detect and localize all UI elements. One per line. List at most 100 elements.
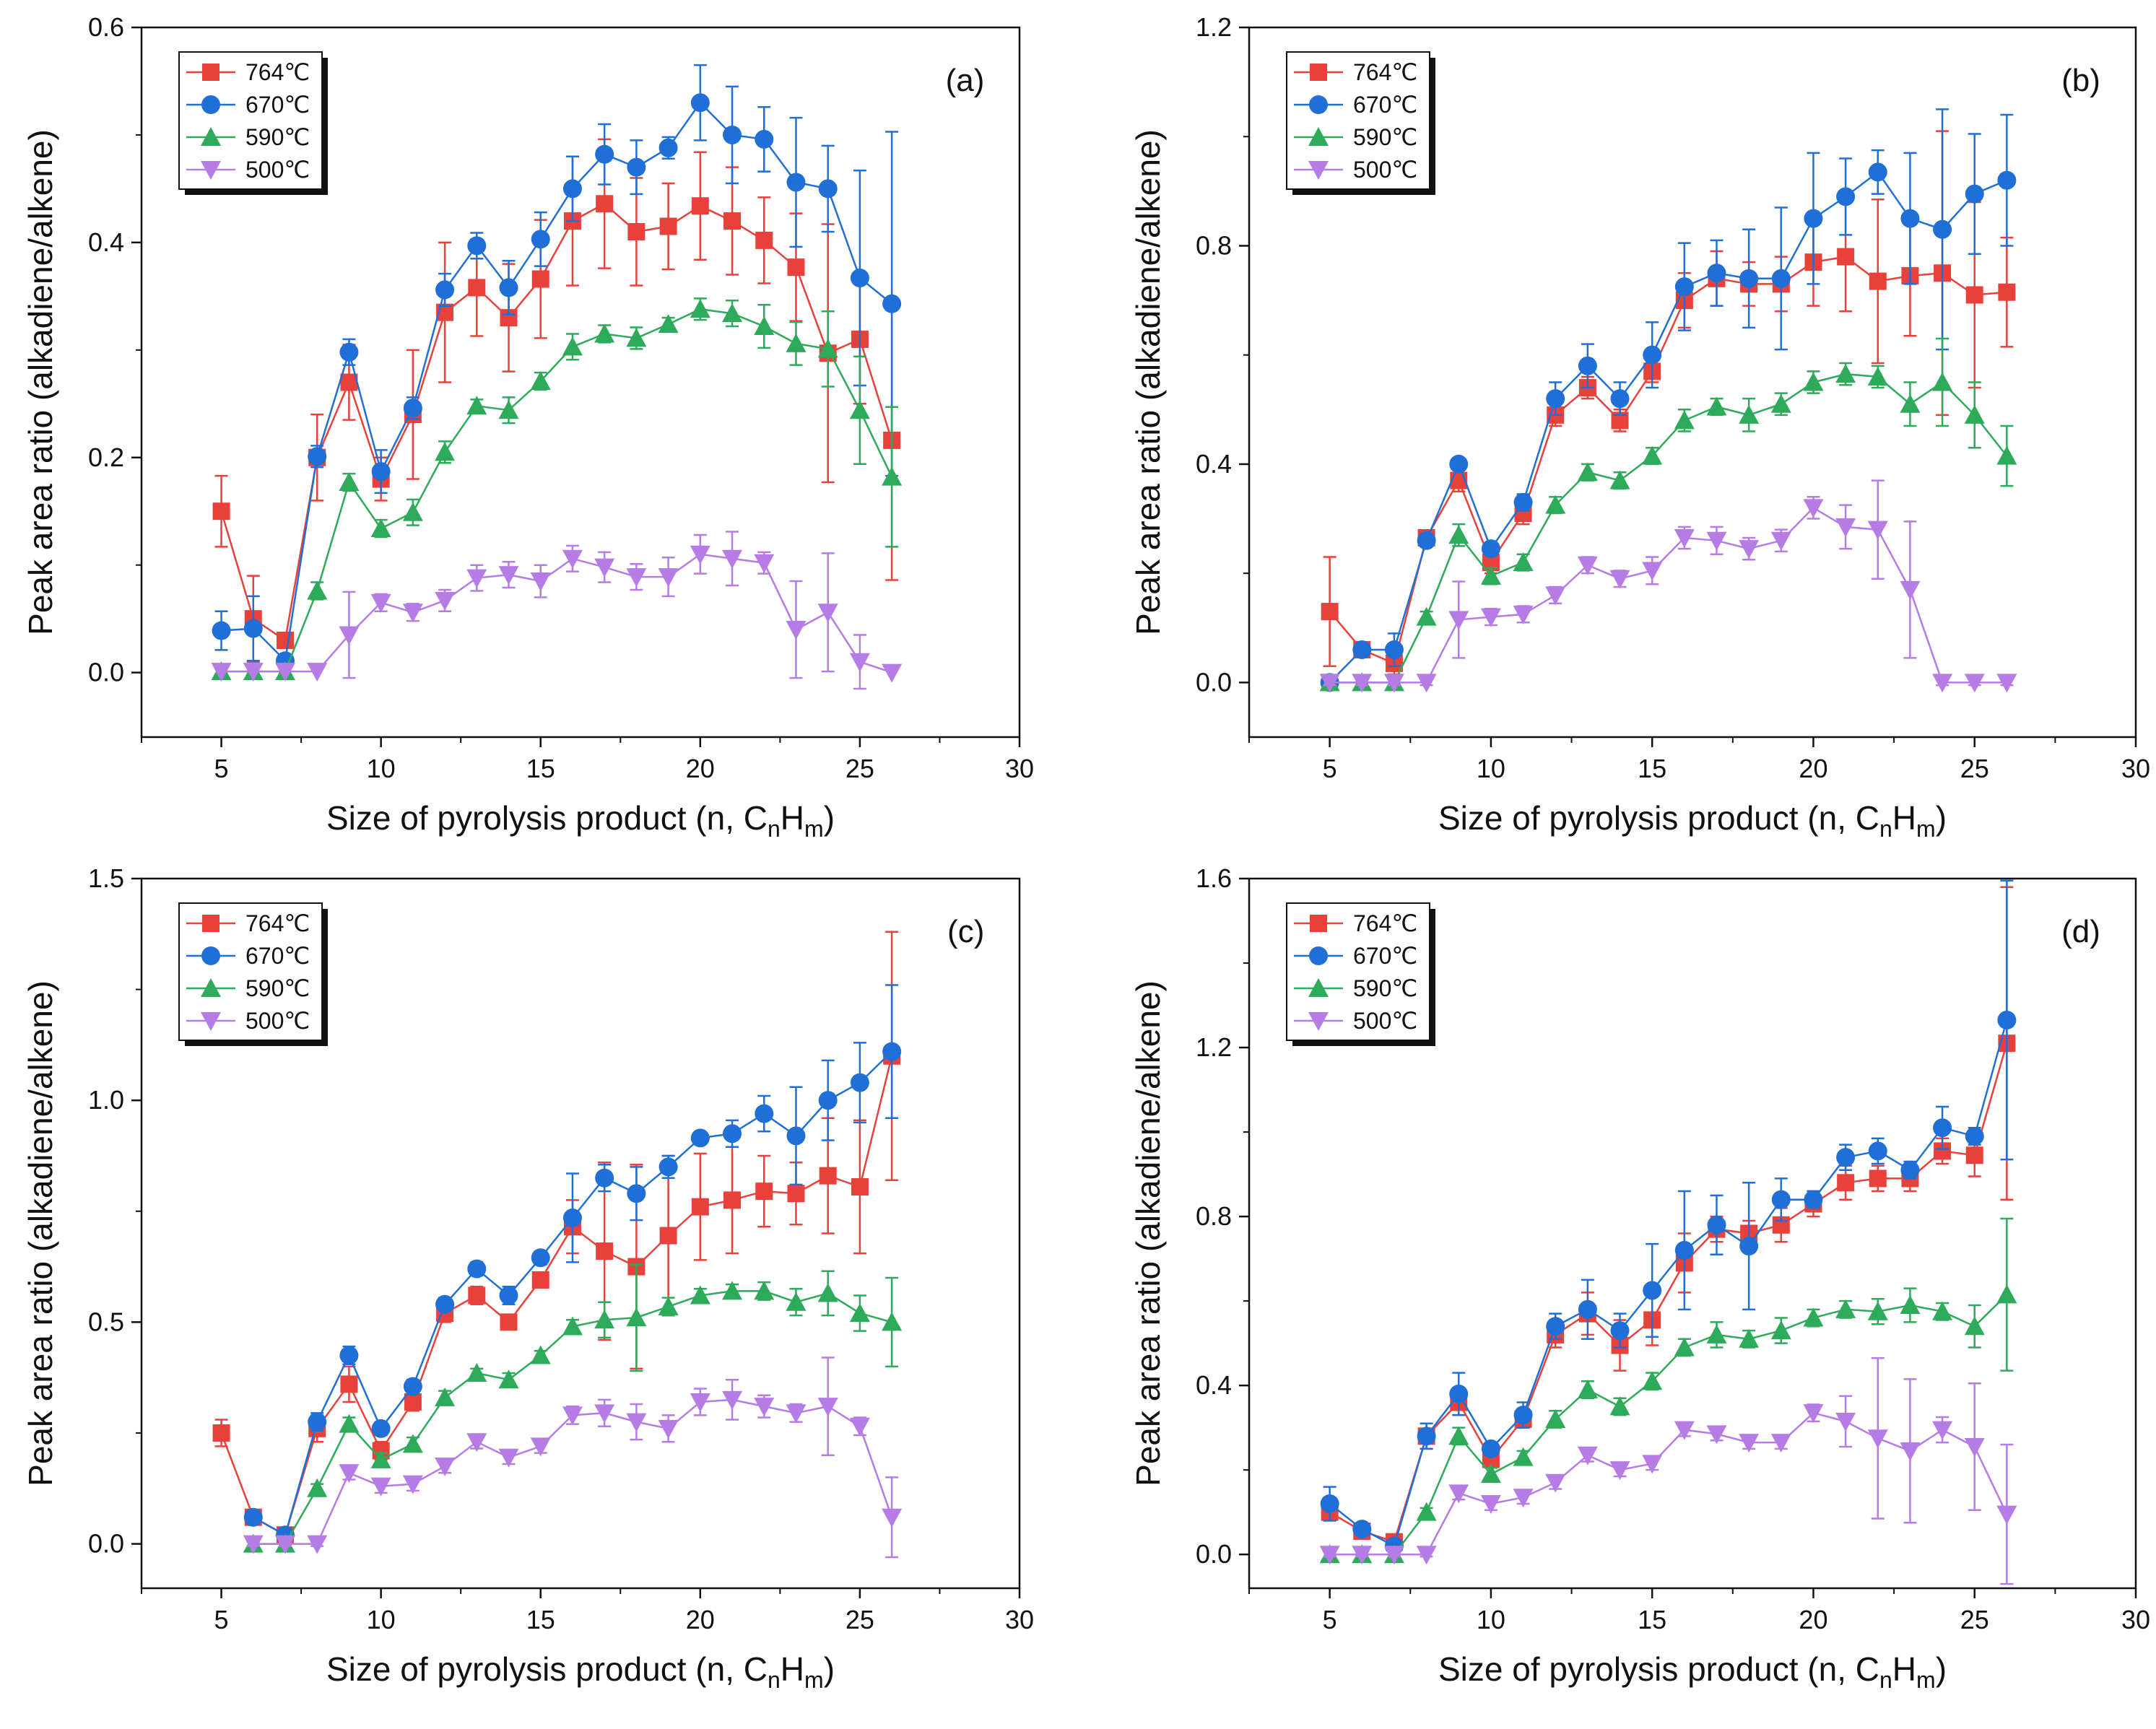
data-point — [1996, 674, 2017, 693]
series-line — [1329, 506, 2007, 684]
x-tick-label: 20 — [1799, 754, 1827, 783]
data-point — [370, 1449, 391, 1468]
data-point — [307, 1478, 328, 1497]
data-point — [882, 466, 903, 486]
data-point — [1867, 1429, 1888, 1449]
data-point — [1449, 1384, 1469, 1403]
data-point — [1900, 209, 1920, 228]
data-point — [1707, 264, 1726, 283]
y-tick-label: 0.0 — [88, 658, 124, 687]
data-point — [626, 328, 647, 347]
data-point — [1803, 372, 1824, 391]
x-tick-label: 25 — [846, 1605, 874, 1634]
data-point — [1352, 640, 1372, 660]
data-point — [498, 400, 519, 419]
y-tick-label: 0.6 — [88, 12, 124, 42]
data-point — [1771, 1190, 1791, 1209]
data-point — [499, 278, 518, 297]
y-tick-label: 1.6 — [1196, 863, 1232, 893]
data-point — [530, 572, 551, 592]
data-point — [1319, 1546, 1340, 1565]
plot-frame — [1248, 26, 2137, 739]
chart-panel-3: 5 10 15 20 25 30 0.0 0.5 1.0 1.5 Size of pyrolysis… — [22, 863, 1034, 1693]
series-line — [1329, 1042, 2008, 1543]
data-point — [849, 1417, 870, 1437]
x-axis-title: Size of pyrolysis product (n, CnHm) — [326, 1650, 835, 1693]
data-point — [1836, 187, 1856, 206]
data-point — [1609, 1396, 1630, 1416]
data-point — [596, 1242, 614, 1260]
data-point — [1448, 525, 1469, 544]
data-point — [211, 663, 232, 682]
data-point — [1546, 1317, 1565, 1336]
data-point — [466, 569, 487, 588]
data-point — [882, 1508, 903, 1528]
data-point — [594, 1310, 615, 1329]
data-point — [882, 294, 902, 313]
series-670℃ — [243, 984, 902, 1545]
data-point — [1835, 1299, 1856, 1318]
data-point — [1416, 1502, 1437, 1521]
data-point — [1933, 219, 1952, 239]
legend: 764℃ 670℃ 590℃ 500℃ — [178, 902, 328, 1046]
x-tick-label: 5 — [214, 1605, 229, 1634]
data-point — [1578, 1299, 1597, 1319]
data-point — [1513, 1447, 1534, 1466]
data-point — [1480, 565, 1501, 585]
data-point — [1352, 1520, 1372, 1539]
data-point — [659, 217, 677, 235]
data-point — [817, 339, 838, 358]
data-point — [1965, 184, 1984, 204]
legend-marker — [201, 161, 221, 180]
data-point — [1352, 1546, 1373, 1565]
legend-label: 500℃ — [1353, 1008, 1417, 1034]
legend-marker — [201, 978, 221, 997]
data-point — [1770, 1434, 1791, 1453]
x-tick-label: 10 — [1477, 1605, 1505, 1634]
data-point — [1804, 1190, 1823, 1209]
legend-label: 500℃ — [245, 1008, 310, 1034]
data-point — [1546, 389, 1565, 409]
legend-label: 764℃ — [245, 59, 310, 85]
data-point — [1513, 552, 1534, 572]
data-point — [404, 1393, 422, 1411]
data-point — [1900, 1160, 1920, 1180]
data-point — [370, 593, 391, 613]
data-point — [562, 549, 583, 569]
data-point — [1965, 286, 1983, 304]
data-point — [1609, 570, 1630, 589]
legend-marker — [1308, 161, 1329, 180]
data-point — [466, 1363, 487, 1382]
x-tick-label: 15 — [526, 1605, 555, 1634]
data-point — [1416, 674, 1437, 693]
data-point — [212, 621, 231, 640]
chart-panel-4: 5 10 15 20 25 30 0.0 0.4 0.8 1.2 1.6 Size of pyroly… — [1129, 863, 2150, 1693]
data-point — [340, 1375, 358, 1393]
data-point — [307, 663, 328, 682]
series-line — [1329, 1411, 2008, 1556]
x-tick-label: 20 — [686, 1605, 715, 1634]
data-point — [1867, 366, 1888, 386]
data-point — [1706, 1324, 1727, 1343]
data-point — [1900, 393, 1921, 413]
data-point — [1835, 1412, 1856, 1432]
data-point — [723, 125, 742, 144]
data-point — [1933, 1118, 1952, 1138]
data-point — [562, 1406, 583, 1426]
data-point — [435, 442, 456, 461]
panel-label: (a) — [946, 63, 985, 98]
x-tick-label: 25 — [1960, 754, 1989, 783]
data-point — [1577, 556, 1598, 575]
data-point — [1900, 1442, 1921, 1461]
data-point — [722, 549, 743, 569]
data-point — [1513, 492, 1533, 512]
data-point — [1480, 1494, 1501, 1514]
data-point — [658, 314, 679, 334]
y-tick-label: 0.4 — [88, 227, 124, 257]
x-tick-label: 10 — [1477, 754, 1505, 783]
data-point — [1642, 445, 1663, 465]
x-tick-label: 10 — [367, 1605, 396, 1634]
data-point — [1803, 1307, 1824, 1327]
x-tick-label: 15 — [526, 754, 555, 783]
x-tick-label: 5 — [214, 754, 229, 783]
